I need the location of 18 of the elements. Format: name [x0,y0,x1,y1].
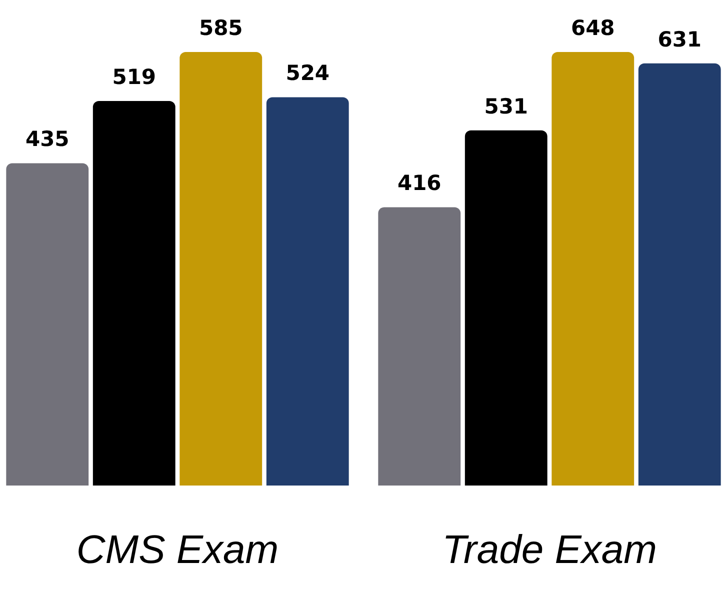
data-label: 631 [658,27,702,52]
data-label: 524 [286,61,330,86]
bar [378,207,461,486]
bar [266,97,349,486]
bar [552,52,634,486]
data-label: 531 [484,94,528,118]
bar [638,63,721,486]
data-label: 519 [112,64,156,89]
data-label: 585 [198,16,243,40]
bar [6,163,89,486]
data-label: 435 [25,127,70,152]
x-axis-title: Trade Exam [442,528,657,572]
data-label: 416 [397,171,442,196]
x-axis-title: CMS Exam [76,528,279,572]
bar [180,52,262,486]
bar [464,130,548,486]
bar [92,100,176,486]
data-label: 648 [570,16,615,40]
